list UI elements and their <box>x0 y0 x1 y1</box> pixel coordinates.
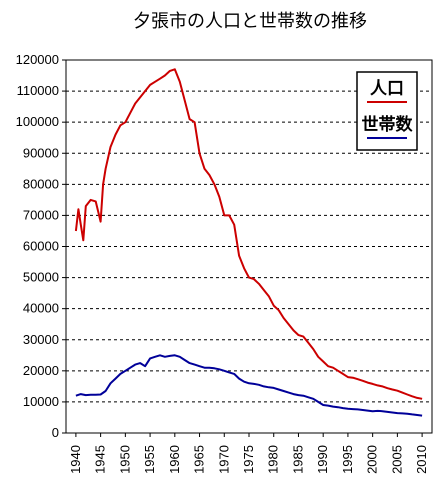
x-tick-label: 1950 <box>117 445 132 474</box>
x-tick-label: 1995 <box>340 445 355 474</box>
x-tick-label: 1985 <box>290 445 305 474</box>
series-line-population <box>74 68 423 400</box>
y-tick-label: 30000 <box>23 332 59 347</box>
y-tick-label: 10000 <box>23 394 59 409</box>
x-axis: 1940 1945 1950 1955 1960 1965 1970 1975 1980 1985… <box>68 433 429 474</box>
y-tick-label: 100000 <box>16 114 59 129</box>
x-tick-label: 1980 <box>266 445 281 474</box>
y-tick-label: 60000 <box>23 239 59 254</box>
x-tick-label: 1955 <box>142 445 157 474</box>
y-tick-label: 40000 <box>23 301 59 316</box>
y-tick-label: 120000 <box>16 52 59 67</box>
chart-title: 夕張市の人口と世帯数の推移 <box>133 11 367 32</box>
x-tick-label: 1990 <box>315 445 330 474</box>
y-tick-label: 90000 <box>23 145 59 160</box>
series-lines <box>74 68 423 417</box>
legend-label-households: 世帯数 <box>362 114 414 135</box>
y-tick-label: 110000 <box>17 83 59 98</box>
y-tick-label: 0 <box>52 425 59 440</box>
x-tick-label: 1975 <box>241 445 256 474</box>
series-line-households <box>75 354 423 417</box>
y-tick-label: 80000 <box>23 176 59 191</box>
x-tick-label: 2010 <box>414 445 429 474</box>
x-tick-label: 1960 <box>167 445 182 474</box>
legend-label-population: 人口 <box>370 79 404 99</box>
y-tick-label: 20000 <box>23 363 59 378</box>
x-tick-label: 1970 <box>216 445 231 474</box>
x-tick-label: 1940 <box>68 445 83 474</box>
x-tick-label: 2000 <box>365 445 380 474</box>
x-tick-label: 1945 <box>93 445 108 474</box>
y-tick-label: 50000 <box>23 270 59 285</box>
y-tick-label: 70000 <box>23 207 59 222</box>
x-tick-label: 1965 <box>192 445 207 474</box>
x-tick-label: 2005 <box>389 445 404 474</box>
y-axis: 0 10000 20000 30000 40000 50000 60000 70000 8000… <box>16 52 66 440</box>
